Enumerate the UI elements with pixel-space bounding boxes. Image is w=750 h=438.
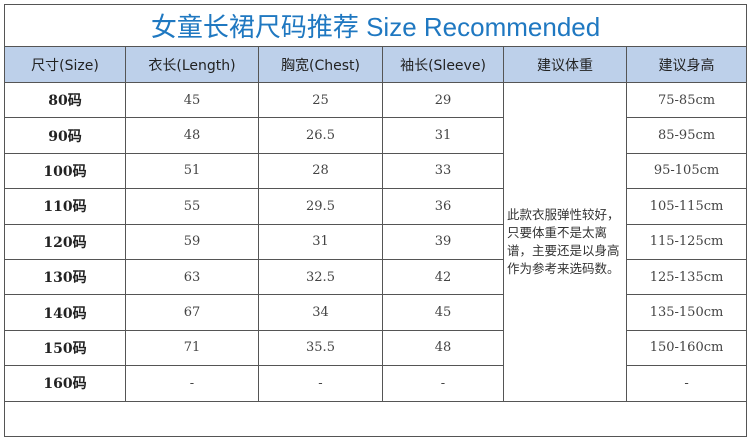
table-row: 110码 55 29.5 36 105-115cm — [4, 188, 748, 225]
header-length: 衣长(Length) — [125, 46, 259, 83]
header-sleeve: 袖长(Sleeve) — [382, 46, 504, 83]
cell-sleeve: 36 — [382, 188, 504, 225]
header-weight: 建议体重 — [503, 46, 627, 83]
cell-height: 150-160cm — [625, 329, 748, 367]
cell-size: 130码 — [4, 258, 126, 296]
table-row: 150码 71 35.5 48 150-160cm — [4, 329, 748, 367]
weight-note: 此款衣服弹性较好，只要体重不是太离谱，主要还是以身高作为参考来选码数。 — [503, 82, 627, 402]
cell-chest: 34 — [258, 294, 383, 331]
cell-length: 45 — [125, 81, 259, 119]
cell-height: 105-115cm — [625, 188, 748, 225]
cell-chest: 31 — [258, 223, 383, 260]
header-size: 尺寸(Size) — [4, 46, 126, 83]
cell-size: 150码 — [4, 329, 126, 367]
page-title: 女童长裙尺码推荐 Size Recommended — [3, 4, 748, 47]
cell-sleeve: 39 — [382, 223, 504, 260]
cell-sleeve: 29 — [382, 81, 504, 119]
cell-size: 140码 — [4, 294, 126, 331]
cell-height: 115-125cm — [625, 223, 748, 260]
cell-height: 135-150cm — [625, 294, 748, 331]
cell-size: 100码 — [4, 152, 126, 190]
empty-footer-row — [3, 400, 748, 437]
cell-length: 67 — [125, 294, 259, 331]
cell-size: 120码 — [4, 223, 126, 260]
header-chest: 胸宽(Chest) — [258, 46, 383, 83]
cell-chest: 35.5 — [258, 329, 383, 367]
cell-length: 51 — [125, 152, 259, 190]
cell-size: 160码 — [4, 365, 126, 402]
cell-height: - — [625, 365, 748, 402]
table-row: 90码 48 26.5 31 85-95cm — [4, 117, 748, 154]
cell-sleeve: 45 — [382, 294, 504, 331]
cell-size: 110码 — [4, 188, 126, 225]
cell-length: 71 — [125, 329, 259, 367]
cell-chest: 32.5 — [258, 258, 383, 296]
header-height: 建议身高 — [625, 46, 748, 83]
cell-size: 90码 — [4, 117, 126, 154]
cell-chest: 28 — [258, 152, 383, 190]
cell-sleeve: 42 — [382, 258, 504, 296]
table-row: 160码 - - - - — [4, 365, 748, 402]
cell-chest: 26.5 — [258, 117, 383, 154]
cell-length: 55 — [125, 188, 259, 225]
table-row: 100码 51 28 33 95-105cm — [4, 152, 748, 190]
table-row: 120码 59 31 39 115-125cm — [4, 223, 748, 260]
cell-length: 48 — [125, 117, 259, 154]
cell-chest: 29.5 — [258, 188, 383, 225]
table-row: 130码 63 32.5 42 125-135cm — [4, 258, 748, 296]
cell-sleeve: 33 — [382, 152, 504, 190]
header-row: 尺寸(Size) 衣长(Length) 胸宽(Chest) 袖长(Sleeve)… — [4, 46, 748, 83]
cell-height: 85-95cm — [625, 117, 748, 154]
cell-length: - — [125, 365, 259, 402]
cell-chest: 25 — [258, 81, 383, 119]
table-row: 80码 45 25 29 此款衣服弹性较好，只要体重不是太离谱，主要还是以身高作为参考来… — [4, 81, 748, 402]
cell-height: 95-105cm — [625, 152, 748, 190]
cell-height: 125-135cm — [625, 258, 748, 296]
cell-height: 75-85cm — [625, 81, 748, 119]
cell-sleeve: 48 — [382, 329, 504, 367]
cell-sleeve: 31 — [382, 117, 504, 154]
size-chart-table: 女童长裙尺码推荐 Size Recommended 尺寸(Size) 衣长(Le… — [3, 4, 748, 437]
cell-size: 80码 — [4, 81, 126, 119]
cell-chest: - — [258, 365, 383, 402]
cell-length: 63 — [125, 258, 259, 296]
table-row: 140码 67 34 45 135-150cm — [4, 294, 748, 331]
cell-length: 59 — [125, 223, 259, 260]
cell-sleeve: - — [382, 365, 504, 402]
